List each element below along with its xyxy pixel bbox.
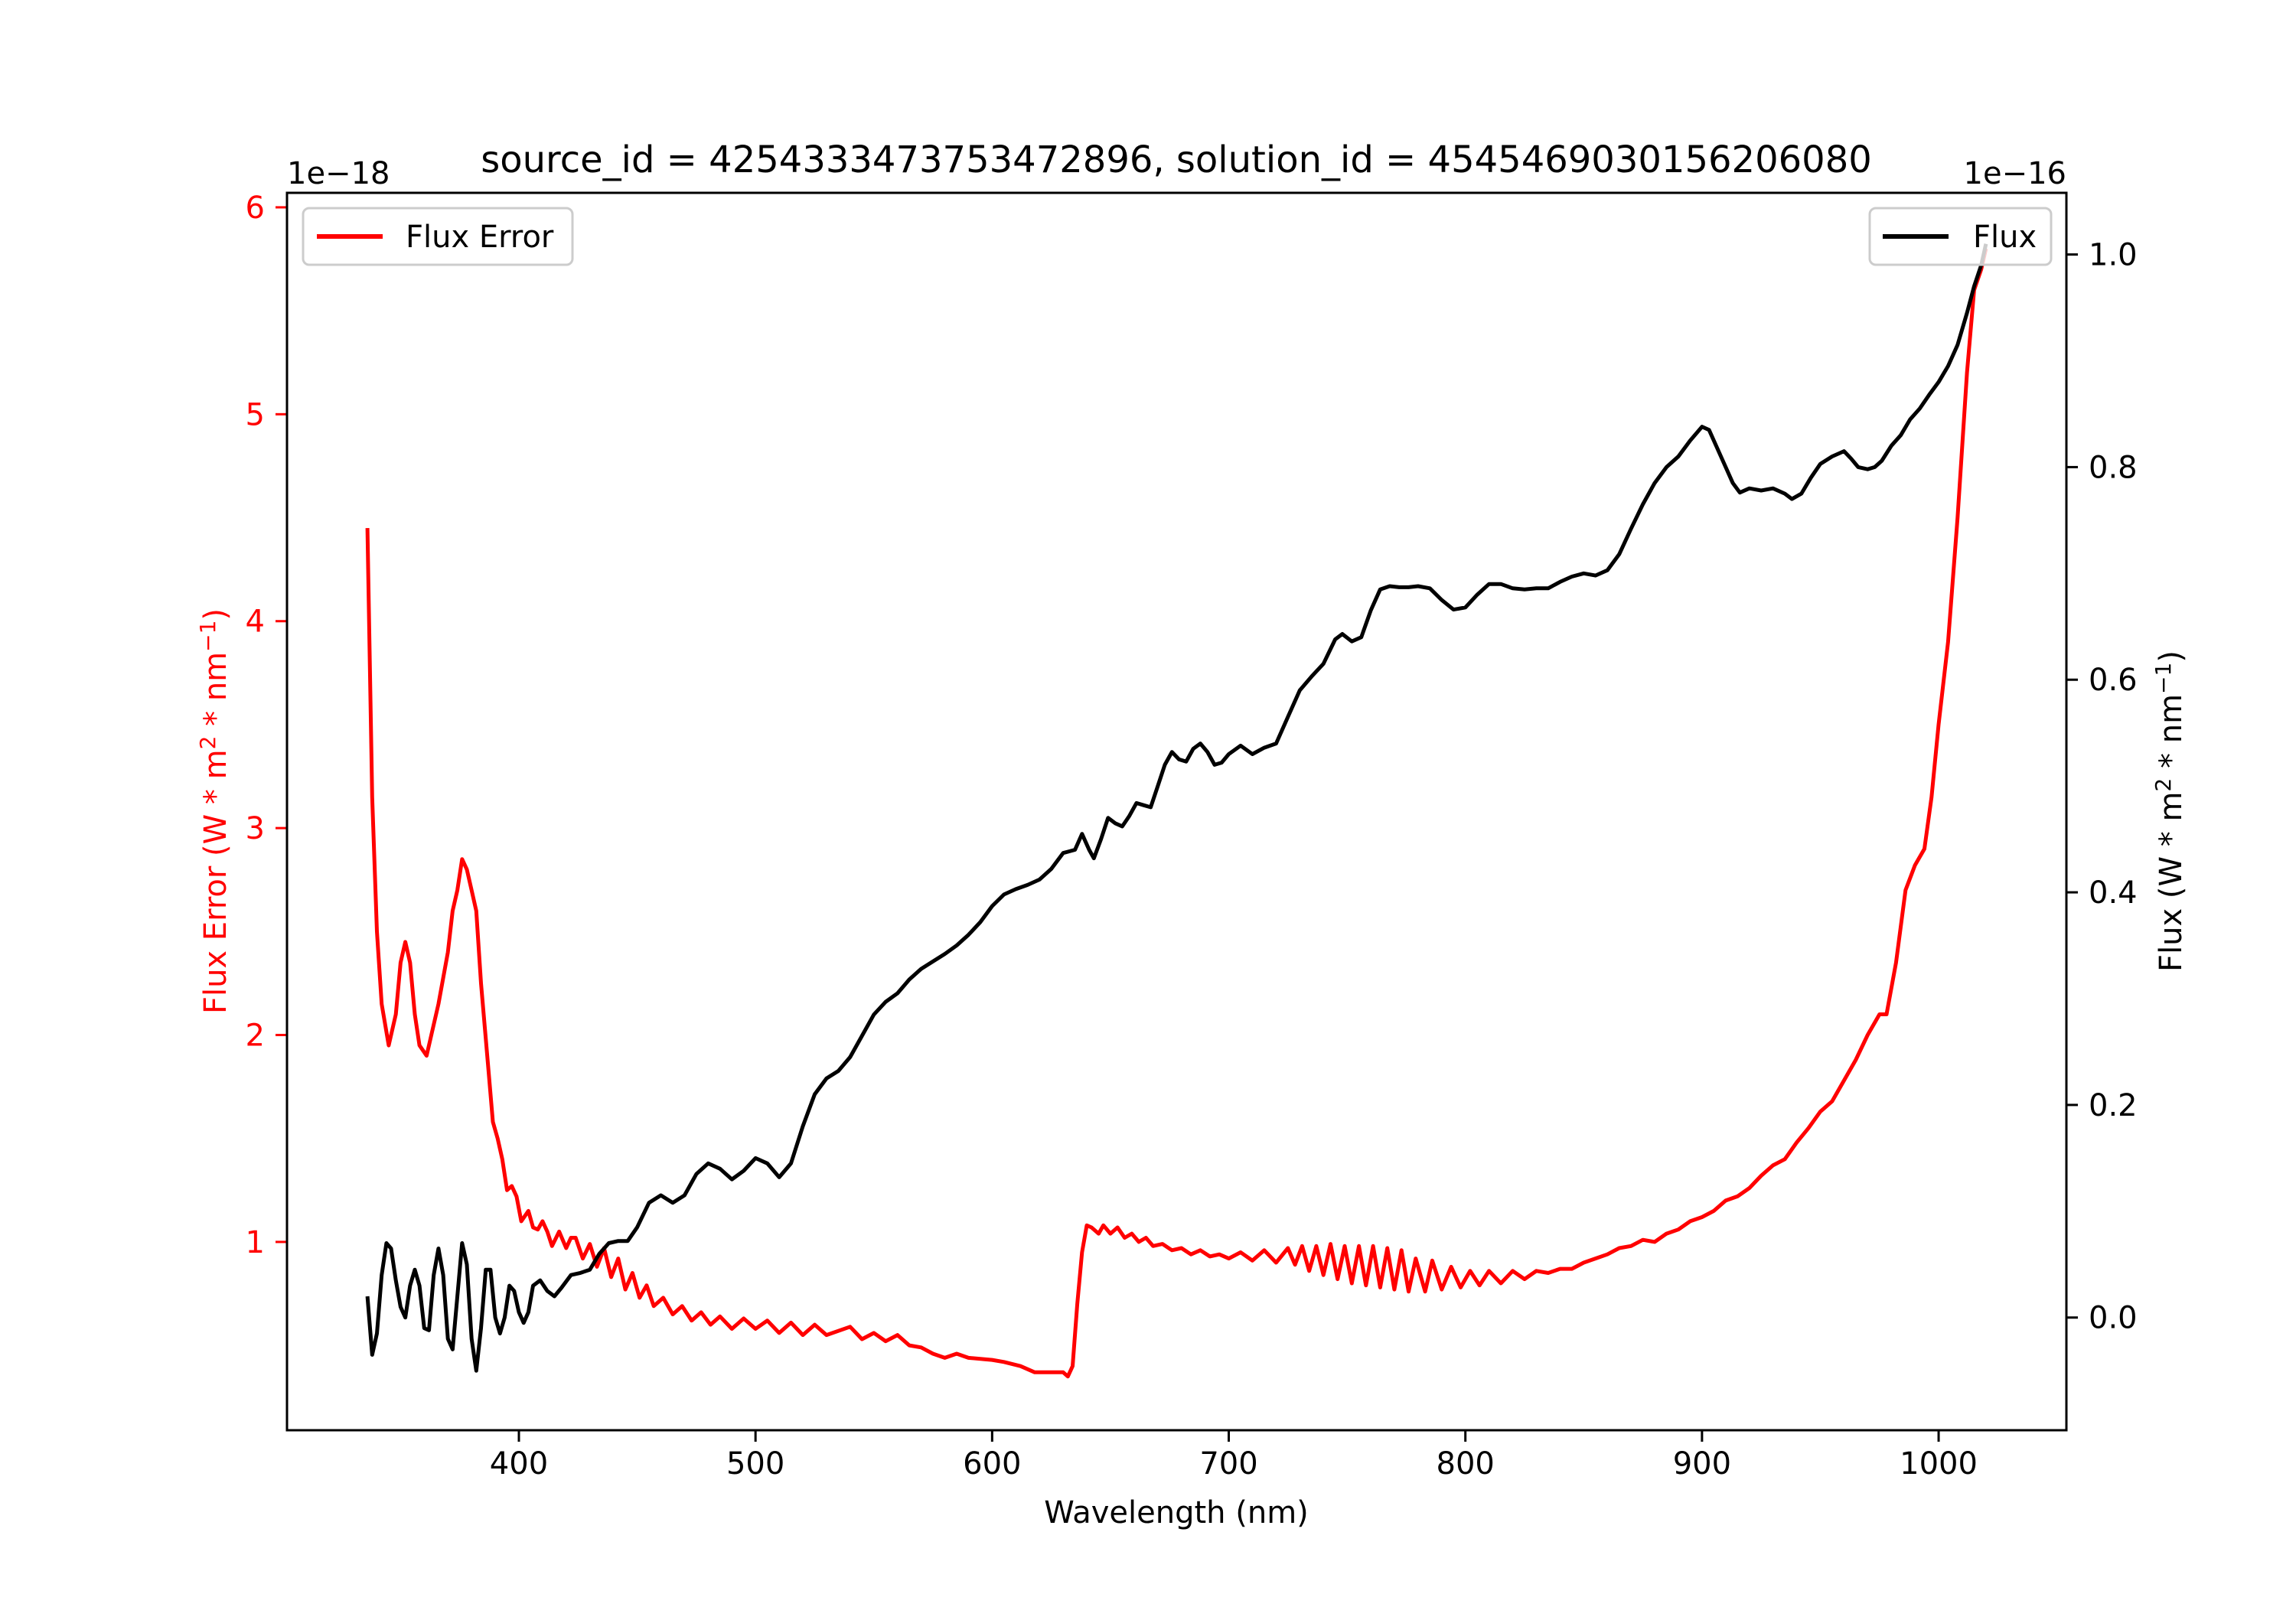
right-y-axis-label: Flux (W * m2 * nm−1)	[2151, 650, 2189, 972]
legend-label-flux: Flux	[1973, 220, 2037, 255]
right-y-tick-label: 0.8	[2089, 450, 2138, 485]
axes-frame	[285, 191, 2068, 1432]
legend-box	[1868, 207, 2053, 266]
right-offset-text: 1e−16	[1964, 156, 2066, 191]
legend-flux: Flux	[1868, 207, 2053, 266]
x-tick-label: 600	[963, 1446, 1021, 1482]
left-y-tick-label: 4	[246, 605, 265, 640]
left-y-tick-label: 2	[246, 1019, 265, 1054]
legend-label-flux-error: Flux Error	[406, 220, 554, 255]
right-y-tick-label: 0.4	[2089, 875, 2138, 911]
legend-box	[302, 207, 574, 266]
x-tick-label: 700	[1199, 1446, 1257, 1482]
chart-title: source_id = 4254333473753472896, solutio…	[481, 139, 1872, 181]
left-y-tick-label: 6	[246, 191, 265, 226]
x-tick-label: 1000	[1900, 1446, 1978, 1482]
series-line-flux	[365, 243, 1988, 1373]
left-y-tick-label: 5	[246, 397, 265, 432]
left-y-tick-label: 3	[246, 811, 265, 846]
x-tick-label: 900	[1673, 1446, 1731, 1482]
left-offset-text: 1e−18	[287, 156, 390, 191]
left-y-tick-label: 1	[246, 1225, 265, 1260]
legend-flux-error: Flux Error	[302, 207, 574, 266]
x-axis-label: Wavelength (nm)	[1044, 1495, 1309, 1530]
right-y-tick-label: 0.2	[2089, 1088, 2138, 1123]
x-tick-label: 500	[726, 1446, 784, 1482]
right-y-tick-label: 0.6	[2089, 663, 2138, 698]
series-line-flux-error	[365, 248, 1988, 1379]
x-tick-label: 800	[1437, 1446, 1495, 1482]
left-y-axis-label: Flux Error (W * m2 * nm−1)	[195, 608, 233, 1014]
right-y-tick-label: 1.0	[2089, 238, 2138, 273]
x-tick-label: 400	[490, 1446, 548, 1482]
right-y-tick-label: 0.0	[2089, 1301, 2138, 1336]
